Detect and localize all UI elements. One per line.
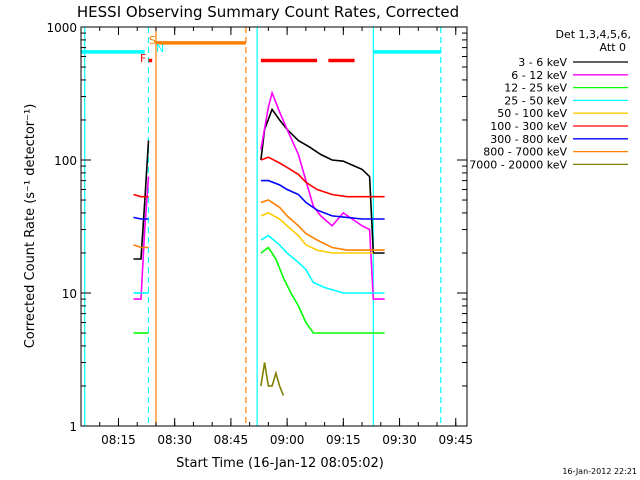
y-tick-label: 1 — [69, 420, 77, 434]
x-tick-label: 09:45 — [438, 433, 473, 447]
plot-frame — [80, 26, 468, 427]
legend-label-100-300-kev: 100 - 300 keV — [490, 120, 567, 133]
x-tick-label: 08:45 — [214, 433, 249, 447]
flag-label-n: N — [156, 42, 164, 55]
series-line-800-7000-kev — [260, 199, 385, 251]
vertical-markers — [84, 27, 442, 426]
legend-title-line1: Det 1,3,4,5,6, — [555, 28, 631, 41]
x-tick-label: 09:00 — [270, 433, 305, 447]
series-line-7000-20000-kev — [260, 362, 285, 396]
series-line-25-50-kev — [260, 234, 385, 294]
flag-label-f: F — [140, 52, 146, 65]
flag-label-s: S — [149, 34, 156, 47]
series-line-6-12-kev — [260, 90, 385, 300]
series-line-800-7000-kev — [133, 244, 149, 249]
legend-label-6-12-kev: 6 - 12 keV — [511, 69, 567, 82]
series-line-100-300-kev — [133, 193, 149, 198]
legend-label-7000-20000-kev: 7000 - 20000 keV — [469, 158, 567, 171]
series-line-300-800-kev — [133, 216, 149, 220]
x-tick-label: 08:15 — [101, 433, 136, 447]
x-tick-label: 09:30 — [382, 433, 417, 447]
x-axis-label: Start Time (16-Jan-12 08:05:02) — [176, 456, 384, 471]
legend-label-800-7000-kev: 800 - 7000 keV — [483, 146, 567, 159]
series-line-12-25-kev — [260, 246, 385, 334]
series-line-6-12-kev — [133, 176, 150, 300]
legend-label-3-6-kev: 3 - 6 keV — [518, 56, 567, 69]
flag-bars — [81, 41, 441, 63]
legend-title-line2: Att 0 — [600, 41, 626, 54]
x-tick-label: 08:30 — [157, 433, 192, 447]
legend-label-300-800-kev: 300 - 800 keV — [490, 133, 567, 146]
series-line-50-100-kev — [260, 212, 374, 254]
y-tick-label: 10 — [62, 287, 77, 301]
chart-title: HESSI Observing Summary Count Rates, Cor… — [77, 3, 459, 21]
y-axis-ticks: 1 10 100 1000 — [46, 21, 467, 434]
legend-label-12-25-kev: 12 - 25 keV — [504, 82, 567, 95]
y-axis-label: Corrected Count Rate (s⁻¹ detector⁻¹) — [23, 104, 38, 349]
series-line-100-300-kev — [260, 156, 385, 198]
legend-label-50-100-kev: 50 - 100 keV — [497, 107, 567, 120]
y-tick-label: 100 — [54, 154, 77, 168]
series-line-3-6-kev — [133, 140, 150, 260]
series-line-300-800-kev — [260, 179, 385, 220]
x-tick-label: 09:15 — [326, 433, 361, 447]
x-axis-ticks: 08:15 08:30 08:45 09:00 09:15 09:30 09:45 — [80, 27, 473, 447]
series-line-3-6-kev — [260, 107, 385, 254]
legend-label-25-50-kev: 25 - 50 keV — [504, 94, 567, 107]
timestamp: 16-Jan-2012 22:21 — [562, 467, 637, 476]
y-tick-label: 1000 — [46, 21, 77, 35]
series-layer — [133, 90, 385, 396]
